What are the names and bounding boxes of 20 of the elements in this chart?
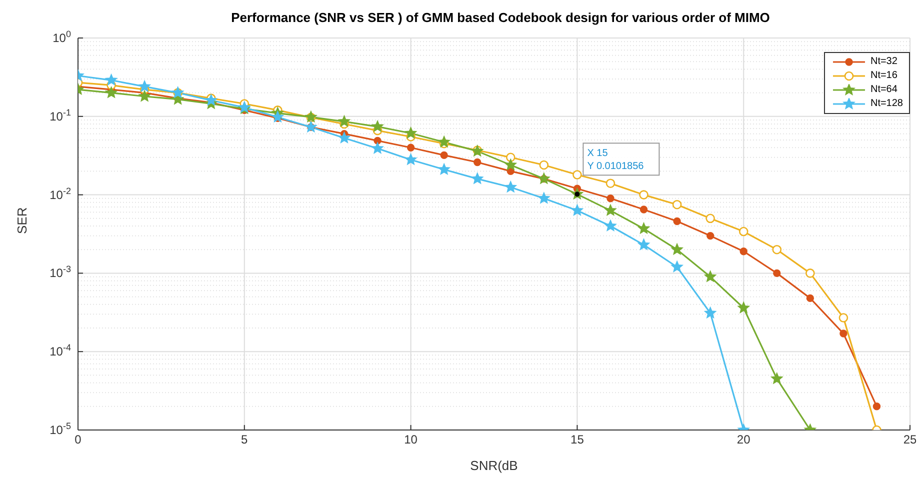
y-axis-title: SER bbox=[14, 207, 30, 234]
legend-label: Nt=128 bbox=[870, 97, 903, 111]
legend-label: Nt=16 bbox=[870, 69, 898, 83]
y-tick-label: 10$^{-1}$ bbox=[50, 107, 71, 124]
x-tick-label: 25 bbox=[903, 432, 917, 447]
legend-label: Nt=64 bbox=[870, 83, 898, 97]
chart-title: Performance (SNR vs SER ) of GMM based Codebook design for various order of MIMO bbox=[230, 10, 771, 25]
y-tick-label: 10$^{-3}$ bbox=[50, 264, 71, 280]
x-axis-title: SNR(dB bbox=[470, 458, 518, 473]
y-tick-label: 10$^{-4}$ bbox=[50, 342, 71, 359]
y-tick-label: 10$^{-5}$ bbox=[50, 421, 71, 437]
x-tick-label: 10 bbox=[404, 432, 418, 447]
x-tick-label: 5 bbox=[241, 432, 248, 447]
annotation: X 15 Y 0.0101856 bbox=[587, 148, 644, 172]
y-tick-label: 10$^{-2}$ bbox=[50, 186, 71, 202]
x-tick-label: 15 bbox=[570, 432, 584, 447]
x-tick-label: 0 bbox=[74, 432, 82, 447]
legend-label: Nt=32 bbox=[870, 55, 898, 69]
x-tick-label: 20 bbox=[736, 432, 751, 447]
y-tick-label: 10$^{0}$ bbox=[52, 29, 71, 45]
